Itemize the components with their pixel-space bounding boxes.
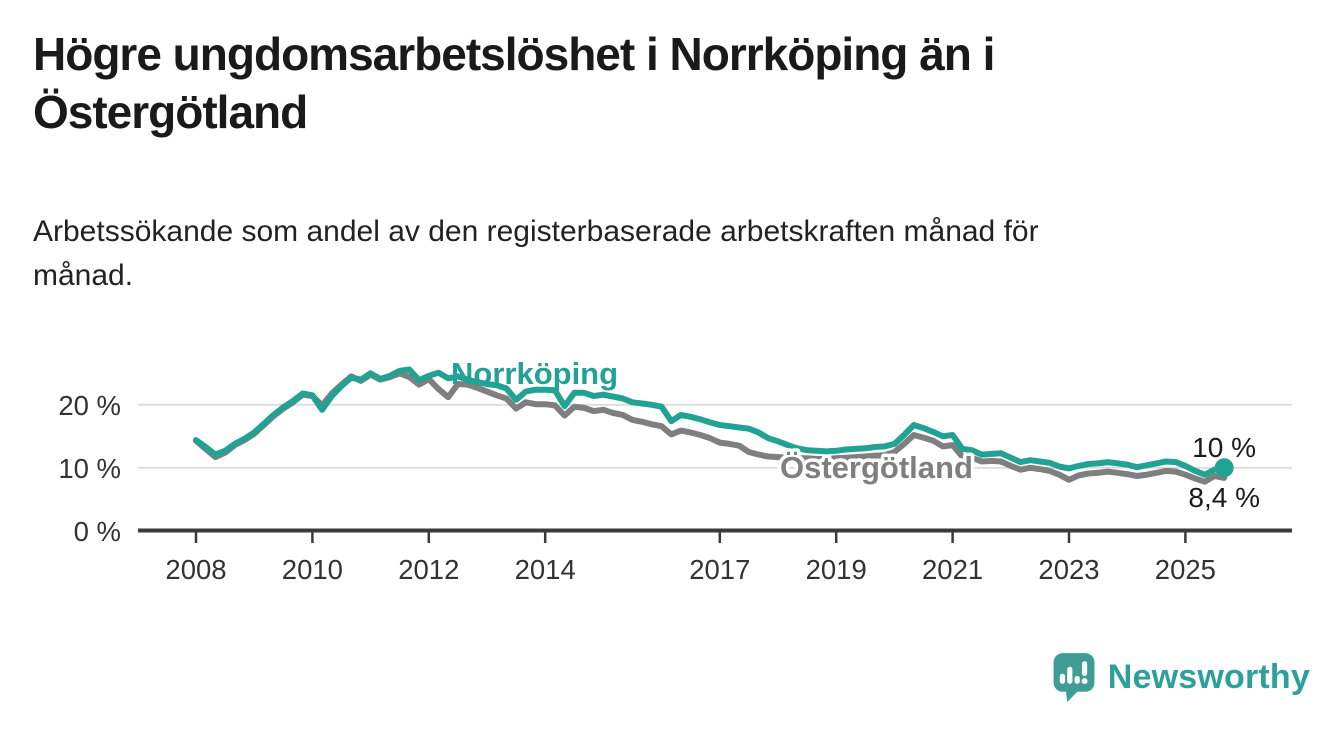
chart-subtitle: Arbetssökande som andel av den registerb… <box>33 215 1039 293</box>
newsworthy-logo: Newsworthy <box>1051 652 1310 702</box>
x-axis-tick-label: 2012 <box>398 554 459 585</box>
y-axis-tick-label: 0 % <box>74 516 121 547</box>
newsworthy-logo-text: Newsworthy <box>1107 657 1310 696</box>
x-axis-tick-label: 2010 <box>282 554 343 585</box>
end-point-dot <box>1214 458 1234 478</box>
chart-title: Högre ungdomsarbetslöshet i Norrköping ä… <box>33 28 995 138</box>
x-axis-tick-label: 2019 <box>806 554 867 585</box>
bar-chart-glyph <box>1059 661 1088 685</box>
chart-labels: Norrköping Östergötland 10 % 8,4 % <box>451 356 1260 513</box>
series-line-norrköping <box>193 366 1228 478</box>
series-label-norrkoping: Norrköping <box>451 356 618 391</box>
end-value-label-ostergotland: 8,4 % <box>1188 482 1260 513</box>
x-axis-tick-label: 2025 <box>1155 554 1216 585</box>
x-axis-tick-label: 2021 <box>922 554 983 585</box>
series-label-ostergotland: Östergötland <box>780 450 973 485</box>
x-axis-tick-label: 2008 <box>165 554 226 585</box>
x-axis-tick-label: 2017 <box>689 554 750 585</box>
x-axis-tick-label: 2014 <box>515 554 576 585</box>
x-axis-tick-label: 2023 <box>1038 554 1099 585</box>
y-axis-tick-label: 10 % <box>58 453 121 484</box>
y-axis-tick-label: 20 % <box>58 390 121 421</box>
chart-axes: 0 % 10 % 20 % 2008 2010 2012 2014 2017 2019 2021 2… <box>58 390 1292 585</box>
newsworthy-logo-icon <box>1053 653 1095 702</box>
end-value-label-norrkoping: 10 % <box>1192 432 1256 463</box>
chart-series <box>193 366 1234 485</box>
